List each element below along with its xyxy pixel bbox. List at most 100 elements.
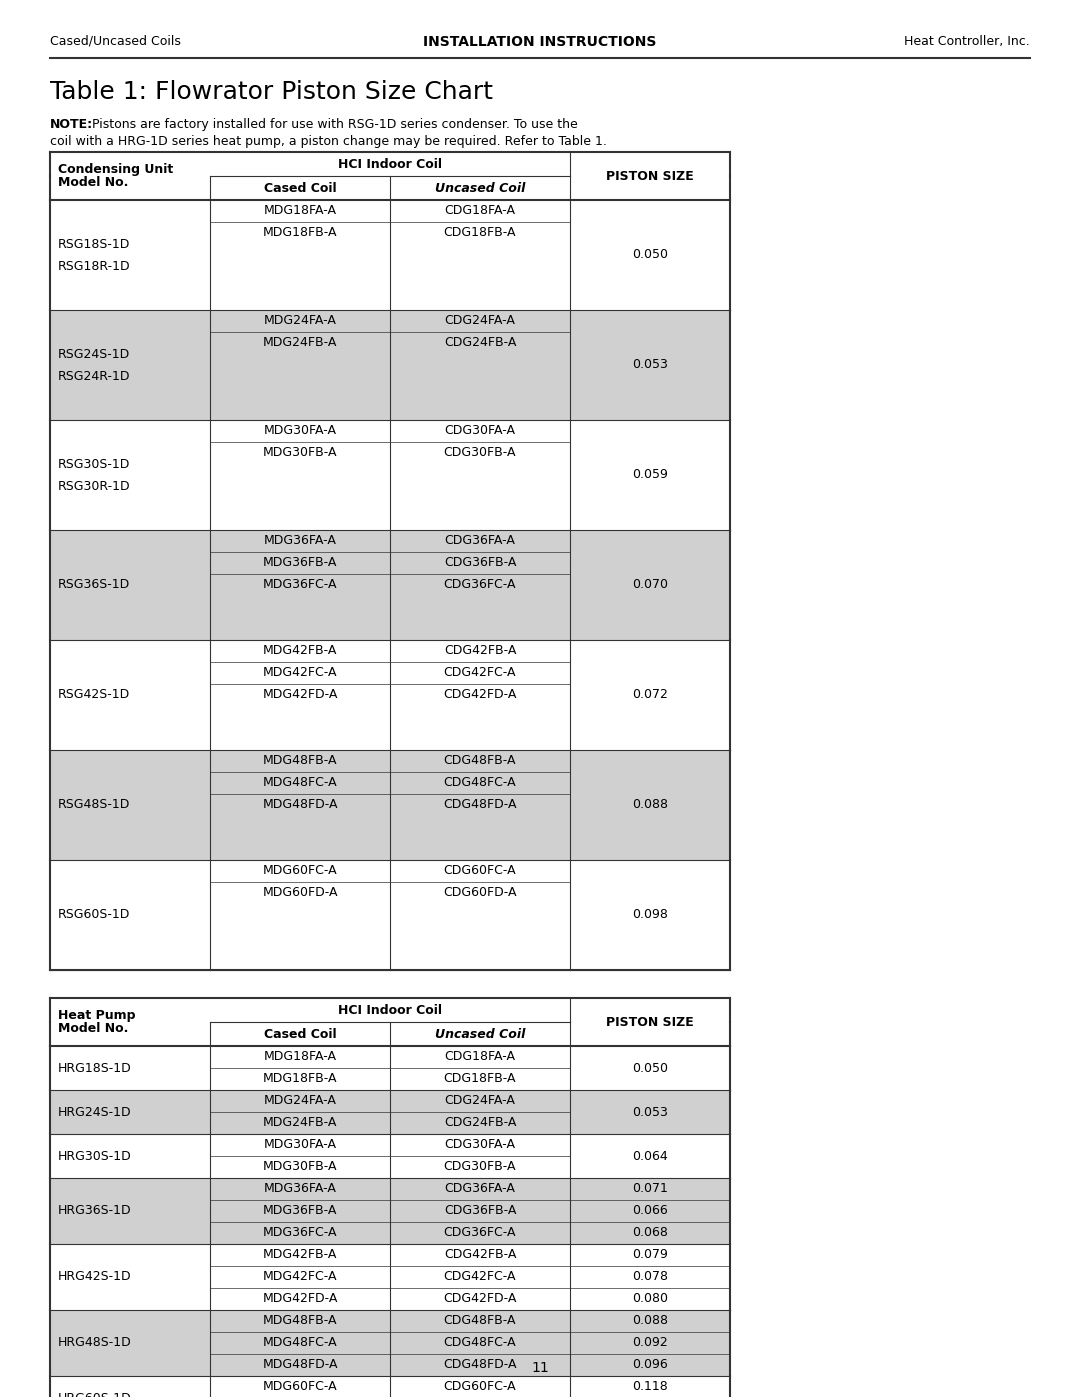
Text: Uncased Coil: Uncased Coil <box>435 1028 525 1041</box>
Bar <box>50 1310 730 1376</box>
Text: CDG30FA-A: CDG30FA-A <box>445 1139 515 1151</box>
Text: 0.053: 0.053 <box>632 359 667 372</box>
Text: PISTON SIZE: PISTON SIZE <box>606 1016 693 1028</box>
Text: 0.118: 0.118 <box>632 1380 667 1393</box>
Text: CDG36FB-A: CDG36FB-A <box>444 556 516 570</box>
Text: 0.066: 0.066 <box>632 1204 667 1218</box>
Text: Model No.: Model No. <box>58 1023 129 1035</box>
Text: CDG42FB-A: CDG42FB-A <box>444 1249 516 1261</box>
Text: 0.068: 0.068 <box>632 1227 667 1239</box>
Text: CDG48FB-A: CDG48FB-A <box>444 754 516 767</box>
Bar <box>50 1134 730 1178</box>
Text: Heat Controller, Inc.: Heat Controller, Inc. <box>904 35 1030 47</box>
Text: MDG42FC-A: MDG42FC-A <box>262 666 337 679</box>
Text: RSG18S-1D: RSG18S-1D <box>58 237 131 250</box>
Text: Uncased Coil: Uncased Coil <box>435 182 525 194</box>
Text: MDG18FB-A: MDG18FB-A <box>262 226 337 239</box>
Text: RSG24R-1D: RSG24R-1D <box>58 369 131 383</box>
Text: MDG24FB-A: MDG24FB-A <box>262 337 337 349</box>
Text: MDG48FC-A: MDG48FC-A <box>262 1337 337 1350</box>
Text: CDG36FC-A: CDG36FC-A <box>444 1227 516 1239</box>
Text: 0.096: 0.096 <box>632 1358 667 1372</box>
Text: MDG48FD-A: MDG48FD-A <box>262 799 338 812</box>
Text: MDG42FD-A: MDG42FD-A <box>262 689 338 701</box>
Text: CDG18FA-A: CDG18FA-A <box>445 204 515 218</box>
Text: MDG18FA-A: MDG18FA-A <box>264 1051 337 1063</box>
Text: RSG48S-1D: RSG48S-1D <box>58 799 131 812</box>
Text: 0.088: 0.088 <box>632 1315 669 1327</box>
Text: MDG60FC-A: MDG60FC-A <box>262 1380 337 1393</box>
Text: CDG42FD-A: CDG42FD-A <box>443 1292 516 1306</box>
Text: CDG42FC-A: CDG42FC-A <box>444 1270 516 1284</box>
Text: CDG48FC-A: CDG48FC-A <box>444 1337 516 1350</box>
Text: RSG60S-1D: RSG60S-1D <box>58 908 131 922</box>
Bar <box>50 640 730 750</box>
Text: HRG18S-1D: HRG18S-1D <box>58 1062 132 1074</box>
Text: MDG36FA-A: MDG36FA-A <box>264 1182 337 1196</box>
Text: RSG30R-1D: RSG30R-1D <box>58 479 131 493</box>
Text: HCI Indoor Coil: HCI Indoor Coil <box>338 1003 442 1017</box>
Text: MDG60FD-A: MDG60FD-A <box>262 887 338 900</box>
Text: CDG42FB-A: CDG42FB-A <box>444 644 516 658</box>
Text: CDG36FA-A: CDG36FA-A <box>445 1182 515 1196</box>
Text: MDG48FB-A: MDG48FB-A <box>262 754 337 767</box>
Bar <box>50 1243 730 1310</box>
Bar <box>50 1046 730 1090</box>
Text: CDG36FC-A: CDG36FC-A <box>444 578 516 591</box>
Text: MDG24FA-A: MDG24FA-A <box>264 314 337 327</box>
Text: 0.078: 0.078 <box>632 1270 669 1284</box>
Text: coil with a HRG-1D series heat pump, a piston change may be required. Refer to T: coil with a HRG-1D series heat pump, a p… <box>50 136 607 148</box>
Text: 0.050: 0.050 <box>632 1062 669 1074</box>
Text: NOTE:: NOTE: <box>50 117 93 131</box>
Text: RSG36S-1D: RSG36S-1D <box>58 578 131 591</box>
Text: CDG48FD-A: CDG48FD-A <box>443 799 516 812</box>
Text: MDG18FA-A: MDG18FA-A <box>264 204 337 218</box>
Text: MDG48FC-A: MDG48FC-A <box>262 777 337 789</box>
Text: HRG36S-1D: HRG36S-1D <box>58 1204 132 1218</box>
Text: Cased/Uncased Coils: Cased/Uncased Coils <box>50 35 180 47</box>
Text: RSG30S-1D: RSG30S-1D <box>58 457 131 471</box>
Text: MDG36FC-A: MDG36FC-A <box>262 1227 337 1239</box>
Bar <box>50 200 730 310</box>
Text: Cased Coil: Cased Coil <box>264 182 336 194</box>
Text: MDG36FC-A: MDG36FC-A <box>262 578 337 591</box>
Text: MDG36FB-A: MDG36FB-A <box>262 1204 337 1218</box>
Bar <box>50 861 730 970</box>
Text: 0.064: 0.064 <box>632 1150 667 1162</box>
Text: HRG30S-1D: HRG30S-1D <box>58 1150 132 1162</box>
Text: MDG42FD-A: MDG42FD-A <box>262 1292 338 1306</box>
Text: CDG24FA-A: CDG24FA-A <box>445 1094 515 1108</box>
Text: MDG30FB-A: MDG30FB-A <box>262 1161 337 1173</box>
Text: MDG48FD-A: MDG48FD-A <box>262 1358 338 1372</box>
Text: CDG24FB-A: CDG24FB-A <box>444 337 516 349</box>
Text: CDG36FA-A: CDG36FA-A <box>445 535 515 548</box>
Text: CDG30FA-A: CDG30FA-A <box>445 425 515 437</box>
Bar <box>50 750 730 861</box>
Text: CDG60FC-A: CDG60FC-A <box>444 865 516 877</box>
Text: 0.059: 0.059 <box>632 468 667 482</box>
Text: CDG48FB-A: CDG48FB-A <box>444 1315 516 1327</box>
Text: CDG18FA-A: CDG18FA-A <box>445 1051 515 1063</box>
Text: CDG42FC-A: CDG42FC-A <box>444 666 516 679</box>
Text: CDG30FB-A: CDG30FB-A <box>444 447 516 460</box>
Text: HRG24S-1D: HRG24S-1D <box>58 1105 132 1119</box>
Bar <box>50 1178 730 1243</box>
Bar <box>50 1376 730 1397</box>
Text: 0.079: 0.079 <box>632 1249 667 1261</box>
Text: 0.072: 0.072 <box>632 689 667 701</box>
Text: Model No.: Model No. <box>58 176 129 190</box>
Text: Pistons are factory installed for use with RSG-1D series condenser. To use the: Pistons are factory installed for use wi… <box>92 117 578 131</box>
Text: MDG42FB-A: MDG42FB-A <box>262 1249 337 1261</box>
Text: 0.070: 0.070 <box>632 578 669 591</box>
Text: INSTALLATION INSTRUCTIONS: INSTALLATION INSTRUCTIONS <box>423 35 657 49</box>
Text: CDG18FB-A: CDG18FB-A <box>444 226 516 239</box>
Text: Condensing Unit: Condensing Unit <box>58 162 173 176</box>
Text: CDG42FD-A: CDG42FD-A <box>443 689 516 701</box>
Bar <box>50 1090 730 1134</box>
Text: 0.050: 0.050 <box>632 249 669 261</box>
Text: CDG60FD-A: CDG60FD-A <box>443 887 516 900</box>
Text: 0.098: 0.098 <box>632 908 667 922</box>
Text: MDG60FC-A: MDG60FC-A <box>262 865 337 877</box>
Text: MDG42FC-A: MDG42FC-A <box>262 1270 337 1284</box>
Text: HRG48S-1D: HRG48S-1D <box>58 1337 132 1350</box>
